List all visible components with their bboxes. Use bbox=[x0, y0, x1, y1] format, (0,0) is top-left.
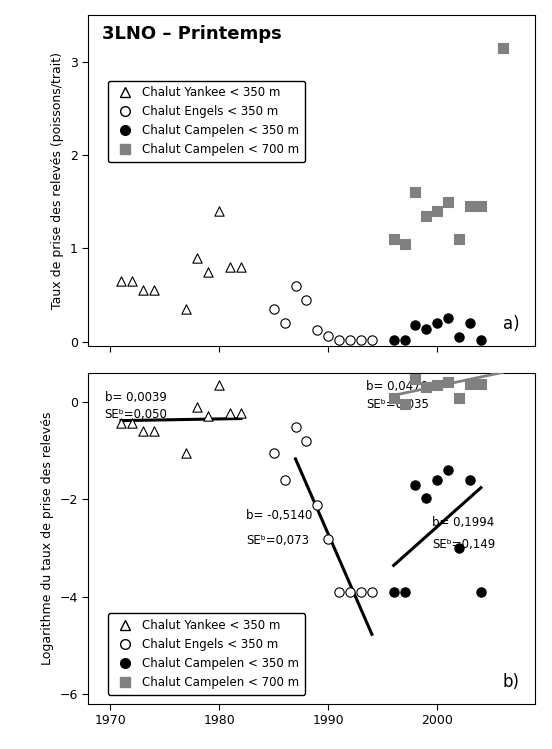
Point bbox=[444, 195, 453, 207]
Point bbox=[400, 334, 409, 346]
Point bbox=[455, 392, 464, 404]
Point bbox=[291, 279, 300, 291]
Point bbox=[400, 237, 409, 249]
Point bbox=[476, 378, 485, 390]
Point bbox=[433, 205, 442, 217]
Point bbox=[150, 285, 158, 297]
Point bbox=[476, 334, 485, 346]
Point bbox=[335, 334, 343, 346]
Point bbox=[226, 407, 235, 419]
Text: a): a) bbox=[503, 315, 520, 333]
Point bbox=[150, 425, 158, 437]
Point bbox=[433, 380, 442, 392]
Point bbox=[422, 210, 431, 222]
Point bbox=[226, 261, 235, 273]
Point bbox=[128, 417, 136, 429]
Point bbox=[313, 324, 322, 336]
Point bbox=[476, 586, 485, 598]
Point bbox=[444, 376, 453, 388]
Point bbox=[433, 317, 442, 329]
Legend: Chalut Yankee < 350 m, Chalut Engels < 350 m, Chalut Campelen < 350 m, Chalut Ca: Chalut Yankee < 350 m, Chalut Engels < 3… bbox=[108, 613, 305, 695]
Point bbox=[422, 492, 431, 504]
Point bbox=[335, 586, 343, 598]
Point bbox=[302, 435, 311, 447]
Point bbox=[476, 200, 485, 212]
Text: b= -0,5140: b= -0,5140 bbox=[246, 509, 313, 522]
Point bbox=[139, 425, 147, 437]
Point bbox=[237, 261, 246, 273]
Point bbox=[237, 407, 246, 419]
Point bbox=[465, 317, 474, 329]
Point bbox=[204, 266, 213, 278]
Point bbox=[116, 275, 125, 287]
Point bbox=[455, 331, 464, 343]
Point bbox=[411, 319, 420, 331]
Point bbox=[368, 334, 376, 346]
Point bbox=[346, 334, 354, 346]
Point bbox=[422, 381, 431, 393]
Point bbox=[193, 252, 202, 264]
Point bbox=[182, 447, 191, 459]
Point bbox=[215, 380, 224, 392]
Point bbox=[444, 312, 453, 324]
Point bbox=[357, 586, 365, 598]
Point bbox=[411, 373, 420, 385]
Text: 3LNO – Printemps: 3LNO – Printemps bbox=[102, 25, 282, 43]
Point bbox=[269, 447, 278, 459]
Text: b): b) bbox=[503, 673, 520, 691]
Point bbox=[389, 586, 398, 598]
Text: SEᵇ=0,050: SEᵇ=0,050 bbox=[105, 408, 168, 421]
Y-axis label: Logarithme du taux de prise des relevés: Logarithme du taux de prise des relevés bbox=[41, 412, 54, 665]
Y-axis label: Taux de prise des relevés (poissons/trait): Taux de prise des relevés (poissons/trai… bbox=[51, 52, 65, 309]
Text: b= 0,0470: b= 0,0470 bbox=[367, 380, 428, 393]
Text: b= 0,0039: b= 0,0039 bbox=[105, 391, 167, 404]
Point bbox=[389, 233, 398, 245]
Point bbox=[400, 586, 409, 598]
Point bbox=[269, 303, 278, 315]
Point bbox=[182, 303, 191, 315]
Point bbox=[465, 200, 474, 212]
Point bbox=[302, 294, 311, 306]
Point bbox=[411, 479, 420, 491]
Point bbox=[465, 474, 474, 486]
Point bbox=[193, 401, 202, 413]
Point bbox=[215, 205, 224, 217]
Point bbox=[411, 187, 420, 198]
Text: SEᵇ=0,149: SEᵇ=0,149 bbox=[432, 539, 495, 551]
Legend: Chalut Yankee < 350 m, Chalut Engels < 350 m, Chalut Campelen < 350 m, Chalut Ca: Chalut Yankee < 350 m, Chalut Engels < 3… bbox=[108, 80, 305, 162]
Point bbox=[128, 275, 136, 287]
Point bbox=[400, 398, 409, 410]
Point bbox=[116, 417, 125, 429]
Point bbox=[324, 330, 333, 342]
Point bbox=[324, 533, 333, 545]
Point bbox=[204, 410, 213, 422]
Point bbox=[389, 392, 398, 404]
Point bbox=[368, 586, 376, 598]
Text: SEᵇ=0,035: SEᵇ=0,035 bbox=[367, 398, 429, 411]
Point bbox=[444, 464, 453, 476]
Point bbox=[455, 233, 464, 245]
Point bbox=[280, 317, 289, 329]
Point bbox=[498, 42, 507, 54]
Point bbox=[139, 285, 147, 297]
Point bbox=[389, 334, 398, 346]
Point bbox=[422, 323, 431, 335]
Text: SEᵇ=0,073: SEᵇ=0,073 bbox=[246, 533, 310, 547]
Point bbox=[433, 474, 442, 486]
Point bbox=[465, 378, 474, 390]
Point bbox=[280, 474, 289, 486]
Point bbox=[357, 334, 365, 346]
Point bbox=[455, 542, 464, 554]
Point bbox=[498, 340, 507, 352]
Point bbox=[313, 500, 322, 512]
Point bbox=[291, 421, 300, 433]
Point bbox=[346, 586, 354, 598]
Text: b= 0,1994: b= 0,1994 bbox=[432, 517, 494, 530]
